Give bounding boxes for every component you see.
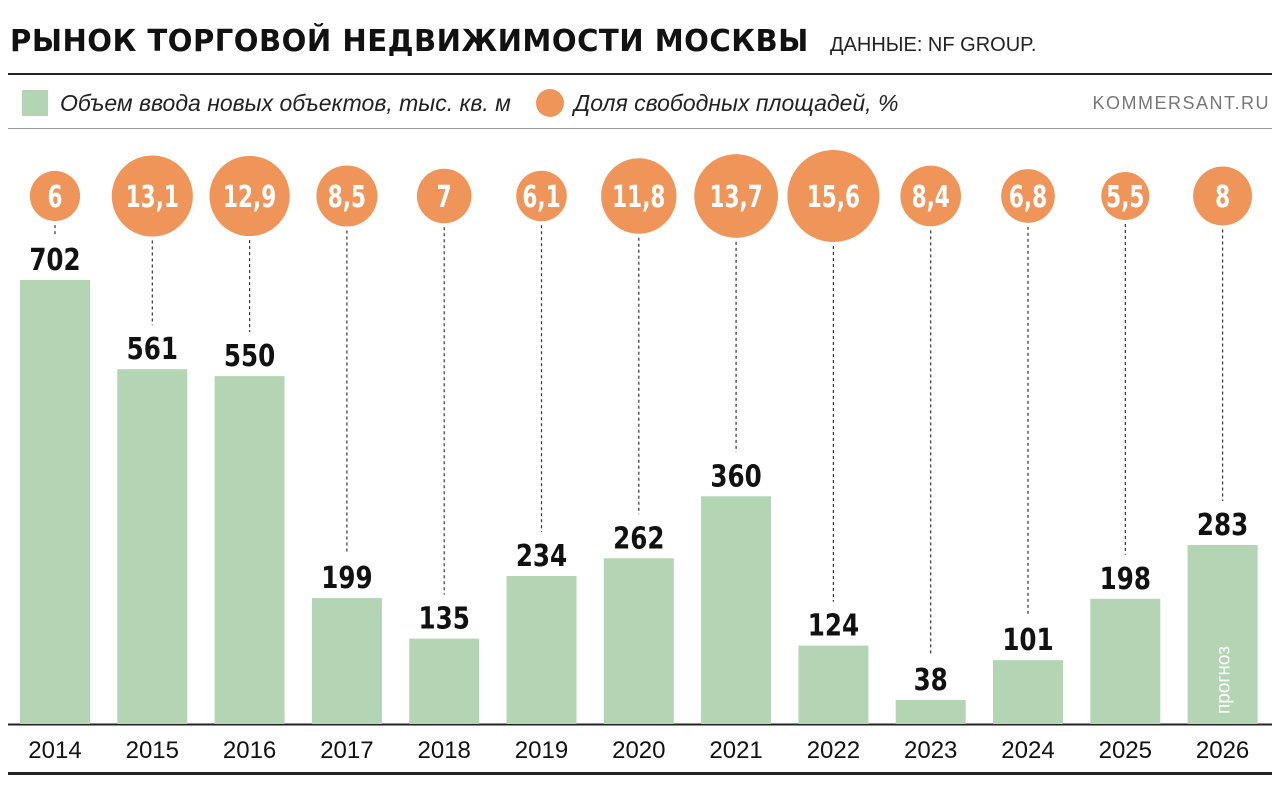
circle-value-label-2024: 6,8 — [1009, 181, 1047, 215]
circle-2018 — [416, 168, 472, 224]
circle-value-label-2025: 5,5 — [1106, 181, 1144, 215]
bar-2020 — [603, 558, 674, 724]
x-tick-label-2020: 2020 — [612, 737, 665, 764]
circle-value-label-2021: 13,7 — [709, 181, 762, 215]
circle-2022 — [787, 150, 880, 242]
circle-value-label-2023: 8,4 — [912, 181, 950, 215]
circle-value-label-2018: 7 — [437, 181, 452, 215]
legend-item-circles: Доля свободных площадей, % — [536, 80, 898, 126]
bar-value-label-2017: 199 — [321, 562, 372, 596]
bar-2018 — [409, 638, 480, 724]
x-tick-label-2022: 2022 — [807, 737, 860, 764]
x-tick-label-2014: 2014 — [28, 737, 81, 764]
circle-value-label-2017: 8,5 — [328, 181, 366, 215]
circle-value-label-2015: 13,1 — [126, 181, 179, 215]
circle-value-label-2022: 15,6 — [807, 181, 860, 215]
bar-value-label-2016: 550 — [224, 340, 275, 374]
circle-value-label-2014: 6 — [47, 181, 62, 215]
bar-value-label-2026: 283 — [1197, 509, 1248, 543]
x-tick-label-2023: 2023 — [904, 737, 957, 764]
legend-item-bars: Объем ввода новых объектов, тыс. кв. м — [22, 80, 511, 126]
bar-value-label-2021: 360 — [710, 460, 761, 494]
bar-2023 — [895, 699, 966, 724]
circle-2025 — [1101, 172, 1150, 220]
x-tick-label-2018: 2018 — [418, 737, 471, 764]
bar-value-label-2018: 135 — [419, 602, 470, 636]
circle-2026 — [1193, 166, 1253, 226]
bar-2026 — [1187, 545, 1258, 724]
bar-value-label-2023: 38 — [914, 664, 948, 698]
circle-2021 — [694, 154, 778, 238]
x-tick-label-2016: 2016 — [223, 737, 276, 764]
site-credit: KOMMERSANT.RU — [1092, 93, 1270, 113]
x-tick-label-2017: 2017 — [320, 737, 373, 764]
chart-title: РЫНОК ТОРГОВОЙ НЕДВИЖИМОСТИ МОСКВЫ — [10, 24, 809, 59]
x-tick-label-2015: 2015 — [126, 737, 179, 764]
top-divider — [8, 73, 1272, 75]
bar-value-label-2019: 234 — [516, 540, 567, 574]
bar-2024 — [993, 660, 1063, 724]
bar-2019 — [506, 576, 577, 724]
circle-2014 — [29, 170, 81, 222]
bar-2016 — [214, 376, 285, 724]
legend: Объем ввода новых объектов, тыс. кв. м Д… — [8, 80, 1272, 126]
bar-value-label-2022: 124 — [808, 609, 859, 643]
x-tick-label-2024: 2024 — [1001, 737, 1054, 764]
x-tick-label-2019: 2019 — [515, 737, 568, 764]
bar-value-label-2015: 561 — [127, 333, 178, 367]
bar-2025 — [1090, 598, 1161, 724]
circle-value-label-2026: 8 — [1215, 181, 1230, 215]
bar-2014 — [20, 280, 90, 724]
circle-2023 — [900, 165, 962, 227]
legend-divider — [8, 128, 1272, 129]
bar-value-label-2020: 262 — [613, 522, 664, 556]
legend-bar-swatch — [22, 90, 48, 116]
x-tick-label-2026: 2026 — [1196, 737, 1249, 764]
circle-2020 — [601, 158, 677, 234]
data-source: ДАННЫЕ: NF GROUP. — [830, 34, 1037, 56]
bar-value-label-2014: 702 — [29, 244, 80, 278]
header: РЫНОК ТОРГОВОЙ НЕДВИЖИМОСТИ МОСКВЫ ДАННЫ… — [10, 22, 1270, 62]
bar-value-label-2025: 198 — [1100, 563, 1151, 597]
x-tick-label-2021: 2021 — [709, 737, 762, 764]
bar-2022 — [798, 645, 869, 724]
legend-circle-swatch — [536, 89, 564, 117]
forecast-annotation-2026: прогноз — [1214, 646, 1235, 714]
bottom-divider — [8, 772, 1272, 775]
bar-2017 — [311, 598, 382, 724]
circle-2024 — [1001, 169, 1055, 223]
bar-2015 — [117, 369, 188, 724]
circle-value-label-2016: 12,9 — [223, 181, 276, 215]
circle-value-label-2019: 6,1 — [522, 181, 560, 215]
circle-2017 — [316, 165, 378, 227]
x-tick-label-2025: 2025 — [1099, 737, 1152, 764]
circle-value-label-2020: 11,8 — [612, 181, 665, 215]
legend-circles-label: Доля свободных площадей, % — [574, 89, 899, 116]
bar-value-label-2024: 101 — [1002, 624, 1053, 658]
legend-bars-label: Объем ввода новых объектов, тыс. кв. м — [60, 89, 511, 116]
circle-2015 — [111, 155, 193, 237]
circle-2019 — [516, 170, 567, 222]
bar-2021 — [701, 496, 772, 724]
circle-2016 — [209, 155, 290, 237]
